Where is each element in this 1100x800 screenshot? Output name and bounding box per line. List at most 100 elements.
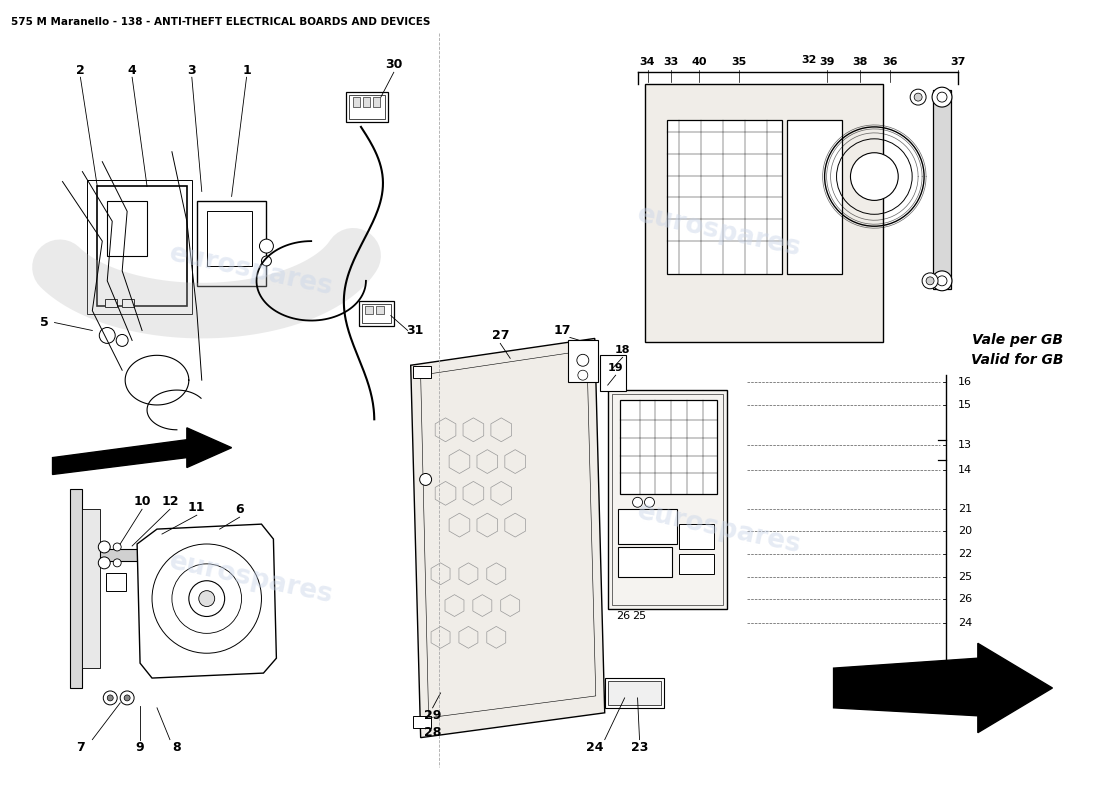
FancyBboxPatch shape [107, 573, 126, 590]
Circle shape [120, 691, 134, 705]
Text: 38: 38 [852, 58, 868, 67]
Text: 575 M Maranello - 138 - ANTI-THEFT ELECTRICAL BOARDS AND DEVICES: 575 M Maranello - 138 - ANTI-THEFT ELECT… [11, 17, 430, 26]
FancyBboxPatch shape [346, 92, 388, 122]
Circle shape [124, 695, 130, 701]
Text: 24: 24 [586, 741, 604, 754]
FancyBboxPatch shape [607, 390, 727, 609]
Circle shape [645, 498, 654, 507]
Circle shape [914, 93, 922, 101]
Text: 23: 23 [631, 741, 648, 754]
Text: 3: 3 [187, 64, 196, 77]
FancyBboxPatch shape [645, 84, 883, 342]
FancyBboxPatch shape [412, 366, 430, 378]
Text: 26: 26 [958, 594, 972, 604]
FancyBboxPatch shape [82, 510, 100, 668]
Text: Valid for GB: Valid for GB [971, 354, 1064, 367]
Circle shape [260, 239, 274, 253]
Text: 33: 33 [663, 58, 679, 67]
FancyBboxPatch shape [359, 301, 394, 326]
Circle shape [576, 354, 588, 366]
Circle shape [850, 153, 899, 200]
Circle shape [932, 271, 952, 290]
Text: 1: 1 [242, 64, 251, 77]
FancyBboxPatch shape [680, 524, 714, 549]
FancyBboxPatch shape [373, 97, 380, 107]
FancyBboxPatch shape [933, 90, 952, 289]
Text: 17: 17 [553, 324, 571, 337]
Text: eurospares: eurospares [167, 549, 336, 609]
Circle shape [262, 256, 272, 266]
FancyBboxPatch shape [618, 510, 678, 544]
FancyBboxPatch shape [107, 202, 147, 256]
FancyBboxPatch shape [353, 97, 360, 107]
Text: 4: 4 [128, 64, 136, 77]
FancyBboxPatch shape [362, 304, 390, 322]
Polygon shape [834, 643, 1053, 733]
Circle shape [199, 590, 214, 606]
Text: Vale per GB: Vale per GB [972, 334, 1063, 347]
Circle shape [117, 334, 128, 346]
Circle shape [103, 691, 118, 705]
FancyBboxPatch shape [70, 490, 82, 688]
Circle shape [107, 695, 113, 701]
Text: eurospares: eurospares [635, 499, 803, 559]
FancyBboxPatch shape [100, 549, 155, 561]
Text: 21: 21 [958, 504, 972, 514]
Text: 34: 34 [640, 58, 656, 67]
Text: 15: 15 [958, 400, 972, 410]
Text: 20: 20 [958, 526, 972, 536]
FancyBboxPatch shape [363, 97, 370, 107]
Text: eurospares: eurospares [167, 241, 336, 301]
FancyBboxPatch shape [197, 202, 266, 286]
Circle shape [910, 89, 926, 105]
Circle shape [922, 273, 938, 289]
Text: 27: 27 [492, 329, 509, 342]
Text: 25: 25 [958, 572, 972, 582]
Text: 5: 5 [41, 316, 48, 329]
Text: 7: 7 [76, 741, 85, 754]
Circle shape [189, 581, 224, 617]
Circle shape [113, 559, 121, 567]
Text: 11: 11 [188, 501, 206, 514]
Text: 10: 10 [133, 494, 151, 508]
Text: 14: 14 [958, 465, 972, 474]
FancyBboxPatch shape [349, 95, 385, 119]
Circle shape [937, 276, 947, 286]
Text: 24: 24 [958, 618, 972, 629]
Text: 30: 30 [385, 58, 403, 71]
FancyBboxPatch shape [600, 355, 626, 391]
FancyBboxPatch shape [97, 186, 187, 306]
Text: 2: 2 [76, 64, 85, 77]
Text: 9: 9 [135, 741, 144, 754]
Circle shape [98, 557, 110, 569]
FancyBboxPatch shape [376, 306, 384, 314]
Text: eurospares: eurospares [635, 201, 803, 262]
Text: 26: 26 [617, 611, 630, 622]
Circle shape [99, 327, 116, 343]
FancyBboxPatch shape [618, 547, 672, 577]
FancyBboxPatch shape [568, 341, 597, 382]
Text: 6: 6 [235, 502, 244, 516]
FancyBboxPatch shape [412, 716, 430, 728]
Text: 25: 25 [632, 611, 647, 622]
Circle shape [578, 370, 587, 380]
Text: 16: 16 [958, 377, 972, 387]
FancyBboxPatch shape [668, 120, 782, 274]
FancyBboxPatch shape [619, 400, 717, 494]
FancyBboxPatch shape [365, 306, 373, 314]
Circle shape [632, 498, 642, 507]
Text: 28: 28 [424, 726, 441, 739]
Circle shape [937, 92, 947, 102]
FancyBboxPatch shape [680, 554, 714, 574]
FancyBboxPatch shape [106, 298, 118, 306]
FancyBboxPatch shape [786, 120, 842, 274]
FancyBboxPatch shape [207, 211, 252, 266]
FancyBboxPatch shape [607, 681, 661, 705]
Text: 40: 40 [692, 58, 707, 67]
Circle shape [932, 87, 952, 107]
Text: 29: 29 [424, 710, 441, 722]
Text: 39: 39 [818, 58, 834, 67]
FancyBboxPatch shape [605, 678, 664, 708]
Text: 37: 37 [950, 58, 966, 67]
Text: 13: 13 [958, 440, 972, 450]
